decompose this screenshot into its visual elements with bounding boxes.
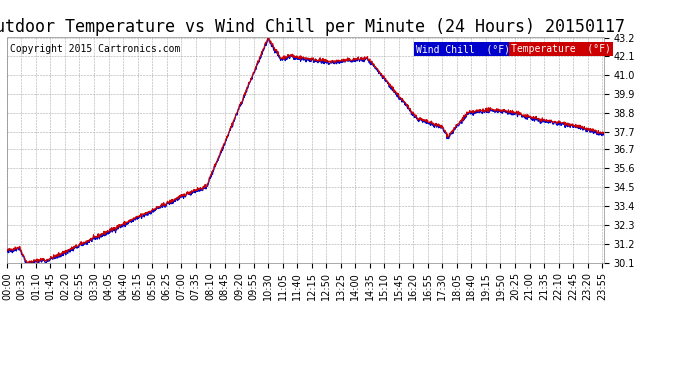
Text: Temperature  (°F): Temperature (°F) — [511, 44, 611, 54]
Title: Outdoor Temperature vs Wind Chill per Minute (24 Hours) 20150117: Outdoor Temperature vs Wind Chill per Mi… — [0, 18, 625, 36]
Text: Wind Chill  (°F): Wind Chill (°F) — [416, 44, 510, 54]
Text: Copyright 2015 Cartronics.com: Copyright 2015 Cartronics.com — [10, 44, 180, 54]
